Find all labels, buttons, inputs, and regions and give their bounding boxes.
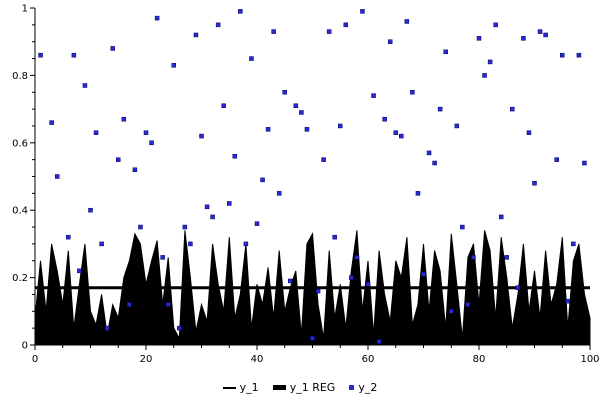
svg-text:40: 40 [251, 354, 264, 365]
y1-reg-line-marker-icon [272, 385, 286, 390]
svg-text:0.8: 0.8 [12, 71, 28, 82]
svg-text:0.4: 0.4 [12, 206, 28, 217]
svg-text:0: 0 [32, 354, 38, 365]
svg-text:0.6: 0.6 [12, 138, 28, 149]
svg-text:20: 20 [140, 354, 153, 365]
svg-text:0: 0 [22, 341, 28, 352]
svg-text:80: 80 [473, 354, 486, 365]
y2-square-marker-icon [349, 385, 355, 390]
legend-item-y1: y_1 [222, 381, 259, 394]
legend: y_1 y_1 REG y_2 [0, 381, 600, 394]
legend-label-y1-reg: y_1 REG [289, 381, 336, 394]
legend-label-y1: y_1 [239, 381, 259, 394]
y1-line-marker-icon [222, 386, 236, 389]
legend-label-y2: y_2 [358, 381, 378, 394]
plot-svg: 0 20 40 60 80 100 0 0.2 0.4 0.6 0.8 1 [12, 4, 599, 366]
legend-item-y2: y_2 [349, 381, 377, 394]
svg-text:1: 1 [22, 4, 28, 15]
svg-text:60: 60 [362, 354, 375, 365]
legend-item-y1-reg: y_1 REG [272, 381, 336, 394]
svg-text:100: 100 [580, 354, 599, 365]
svg-text:0.2: 0.2 [12, 273, 28, 284]
